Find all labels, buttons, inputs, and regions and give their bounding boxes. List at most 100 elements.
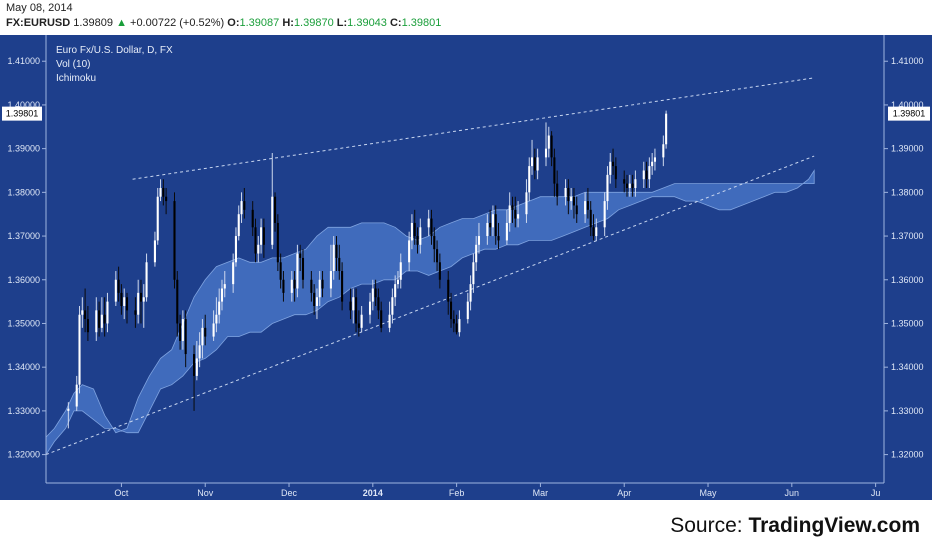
candle-body: [374, 288, 377, 298]
candle-body: [257, 244, 260, 254]
candle: [408, 231, 411, 272]
candle-body: [341, 271, 344, 302]
candle-body: [352, 297, 355, 311]
candle-body: [427, 218, 430, 228]
open-value: 1.39087: [239, 17, 280, 29]
candle: [419, 218, 422, 254]
candle: [355, 288, 358, 333]
candle: [436, 240, 439, 272]
candle: [388, 301, 391, 333]
candle-body: [614, 166, 617, 180]
candles: [67, 110, 668, 429]
last-price: 1.39809: [73, 17, 113, 29]
candle: [631, 174, 634, 197]
candle-body: [564, 187, 567, 197]
candle-body: [611, 161, 615, 167]
candle: [380, 301, 383, 333]
candle: [352, 288, 355, 324]
candle-body: [290, 279, 293, 293]
candle: [95, 297, 98, 341]
candle: [517, 201, 520, 228]
candle: [528, 157, 531, 202]
candle-body: [159, 187, 162, 197]
candle-body: [475, 244, 478, 263]
candle: [139, 279, 143, 324]
candle-body: [218, 301, 221, 315]
chart-date: May 08, 2014: [6, 2, 73, 14]
candle-body: [452, 319, 455, 324]
candle-body: [399, 262, 402, 280]
candle-body: [553, 157, 556, 184]
candle-body: [279, 262, 282, 280]
candle-body: [517, 214, 520, 219]
candle-body: [237, 214, 240, 237]
candle-body: [642, 170, 645, 180]
candle: [159, 179, 162, 202]
candle: [491, 205, 494, 237]
candle-body: [494, 214, 497, 237]
candle: [315, 288, 319, 320]
candle: [547, 126, 550, 158]
high-value: 1.39870: [293, 17, 334, 29]
candle: [360, 305, 363, 333]
candle-body: [592, 227, 595, 237]
candle: [271, 153, 274, 250]
candle: [497, 222, 500, 250]
candle: [458, 310, 461, 337]
candle-body: [243, 201, 246, 210]
axes: 1.41000 1.41000 1.40000 1.40000 1.39000 1.390…: [2, 35, 930, 498]
candle: [192, 345, 196, 411]
candle: [653, 148, 656, 171]
candle: [341, 262, 344, 311]
candle: [134, 297, 137, 328]
candle-body: [145, 262, 148, 298]
candle: [137, 279, 140, 324]
y-tick-label-right: 1.41000: [891, 56, 924, 66]
candle: [329, 244, 332, 298]
candle-body: [388, 314, 391, 328]
candle-body: [313, 292, 316, 306]
candlestick-chart[interactable]: 1.41000 1.41000 1.40000 1.40000 1.39000 1.390…: [0, 35, 932, 500]
candle-body: [360, 314, 363, 328]
candle-body: [223, 284, 226, 289]
ichimoku-cloud-area: [45, 169, 815, 456]
candle: [125, 292, 129, 324]
candle-body: [198, 345, 201, 359]
candle-body: [81, 310, 84, 315]
candle-body: [329, 271, 332, 289]
x-tick-label: Oct: [114, 488, 129, 498]
candle-body: [75, 384, 78, 407]
candle: [162, 179, 165, 206]
candle: [232, 253, 235, 293]
candle: [455, 314, 458, 335]
candle: [262, 218, 265, 258]
candle-body: [100, 314, 103, 328]
candle: [586, 187, 589, 219]
candle-body: [606, 174, 609, 202]
candle: [240, 192, 243, 223]
candle-body: [449, 301, 453, 320]
candle-body: [120, 292, 123, 306]
candle-body: [628, 183, 631, 188]
candle-body: [377, 297, 380, 311]
candle-body: [332, 244, 335, 272]
candle: [575, 196, 578, 223]
candle: [313, 284, 316, 315]
candle: [293, 271, 296, 302]
candle-body: [123, 297, 126, 306]
candle-body: [436, 249, 439, 263]
candle-body: [301, 257, 305, 280]
candle-body: [220, 288, 224, 302]
candle-body: [204, 327, 207, 337]
candle: [234, 227, 237, 267]
low-label: L:: [336, 17, 348, 29]
candle: [544, 122, 548, 167]
y-tick-label-right: 1.36000: [891, 275, 924, 285]
chart-panel[interactable]: 1.41000 1.41000 1.40000 1.40000 1.39000 1.390…: [0, 35, 932, 500]
candle: [564, 179, 567, 206]
candle: [514, 196, 517, 228]
y-tick-label-right: 1.33000: [891, 406, 924, 416]
candle: [78, 305, 81, 394]
candle: [603, 192, 606, 237]
x-tick-label: Feb: [449, 488, 465, 498]
